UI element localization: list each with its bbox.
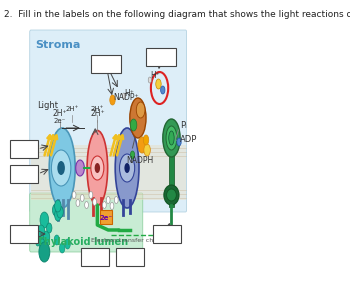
Circle shape <box>51 150 71 186</box>
Text: 2e⁻: 2e⁻ <box>53 118 66 124</box>
Circle shape <box>156 79 161 89</box>
Ellipse shape <box>130 98 146 138</box>
Circle shape <box>76 199 80 206</box>
Circle shape <box>55 209 61 221</box>
Circle shape <box>144 135 149 145</box>
FancyBboxPatch shape <box>30 30 187 212</box>
Text: 2H⁺: 2H⁺ <box>66 106 79 112</box>
FancyBboxPatch shape <box>91 55 121 73</box>
Circle shape <box>120 154 135 182</box>
Circle shape <box>122 93 126 99</box>
Circle shape <box>94 163 100 173</box>
Circle shape <box>93 199 97 206</box>
Bar <box>31 145 186 200</box>
Ellipse shape <box>49 128 75 208</box>
Text: Stroma: Stroma <box>35 40 80 50</box>
FancyBboxPatch shape <box>10 140 38 158</box>
Circle shape <box>52 204 59 216</box>
Circle shape <box>47 223 52 233</box>
Circle shape <box>43 231 50 243</box>
FancyBboxPatch shape <box>146 48 176 66</box>
Circle shape <box>80 194 84 201</box>
Circle shape <box>124 163 130 173</box>
Circle shape <box>130 119 137 131</box>
Circle shape <box>114 197 118 204</box>
Circle shape <box>57 161 65 175</box>
Ellipse shape <box>166 126 177 150</box>
Circle shape <box>57 206 63 218</box>
Ellipse shape <box>169 131 174 145</box>
Text: 2H⁺: 2H⁺ <box>91 106 104 112</box>
Circle shape <box>65 239 70 249</box>
Bar <box>100 210 112 224</box>
Text: H⁺: H⁺ <box>150 70 160 79</box>
Circle shape <box>36 238 40 246</box>
Circle shape <box>37 225 45 239</box>
Ellipse shape <box>87 131 108 206</box>
Bar <box>169 155 174 207</box>
Ellipse shape <box>164 185 179 205</box>
Circle shape <box>110 202 114 209</box>
Circle shape <box>72 192 76 199</box>
Circle shape <box>54 235 60 245</box>
Text: NADPH: NADPH <box>126 156 153 165</box>
Text: H⁺: H⁺ <box>163 234 173 242</box>
Circle shape <box>136 102 145 118</box>
Text: 2H⁺: 2H⁺ <box>90 109 105 118</box>
Text: 2e⁻: 2e⁻ <box>99 215 113 221</box>
Text: 2H⁺: 2H⁺ <box>53 109 67 118</box>
Text: Light: Light <box>37 101 58 110</box>
FancyBboxPatch shape <box>116 248 145 266</box>
Text: H⁺: H⁺ <box>124 88 134 98</box>
Ellipse shape <box>163 119 180 157</box>
Circle shape <box>60 243 65 253</box>
Circle shape <box>55 200 61 212</box>
FancyBboxPatch shape <box>30 193 143 252</box>
Circle shape <box>177 138 181 146</box>
Circle shape <box>130 151 135 159</box>
Circle shape <box>110 95 115 105</box>
Circle shape <box>85 201 89 208</box>
Text: Pᵢ: Pᵢ <box>180 121 187 131</box>
Text: NADP⁺: NADP⁺ <box>114 93 139 102</box>
FancyBboxPatch shape <box>81 248 109 266</box>
Ellipse shape <box>115 128 139 208</box>
Circle shape <box>161 86 165 94</box>
Circle shape <box>144 144 150 156</box>
Circle shape <box>103 201 106 208</box>
Circle shape <box>40 212 49 228</box>
Circle shape <box>148 77 152 83</box>
Text: 2.  Fill in the labels on the following diagram that shows the light reactions o: 2. Fill in the labels on the following d… <box>4 10 350 19</box>
Circle shape <box>106 197 110 204</box>
Text: ADP: ADP <box>180 135 197 145</box>
Circle shape <box>40 239 45 249</box>
Circle shape <box>39 242 50 262</box>
Circle shape <box>91 156 104 180</box>
Circle shape <box>76 160 84 176</box>
FancyBboxPatch shape <box>153 225 181 243</box>
Ellipse shape <box>167 189 176 201</box>
FancyBboxPatch shape <box>10 165 38 183</box>
Text: Thylakoid lumen: Thylakoid lumen <box>37 237 128 247</box>
Circle shape <box>138 137 147 153</box>
Text: Electron transfer chain: Electron transfer chain <box>91 238 163 243</box>
FancyBboxPatch shape <box>10 225 38 243</box>
Circle shape <box>89 192 93 199</box>
